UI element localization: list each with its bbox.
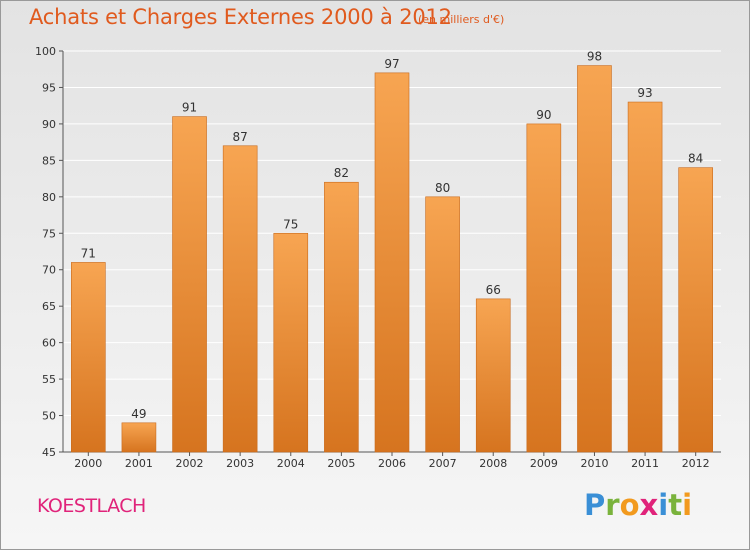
x-tick-label: 2006 <box>378 457 406 470</box>
y-tick-label: 100 <box>35 45 56 58</box>
logo-letter: r <box>605 488 620 522</box>
x-tick-label: 2012 <box>682 457 710 470</box>
data-label: 49 <box>131 407 146 421</box>
bar <box>71 262 106 453</box>
y-tick-label: 70 <box>42 264 56 277</box>
data-label: 66 <box>486 283 501 297</box>
y-tick-label: 45 <box>42 446 56 459</box>
y-tick-label: 95 <box>42 81 56 94</box>
x-tick-label: 2001 <box>125 457 153 470</box>
logo-letter: t <box>668 488 683 522</box>
y-tick-label: 75 <box>42 227 56 240</box>
logo-letter: x <box>639 488 659 522</box>
y-tick-labels: 45 50 55 60 65 70 75 80 85 90 95 100 <box>35 45 56 459</box>
logo-letter: P <box>584 488 606 522</box>
bar <box>273 232 309 453</box>
bar <box>172 116 207 453</box>
chart-subtitle: (en milliers d'€) <box>418 13 505 26</box>
logo-letter: i <box>682 488 693 522</box>
data-label: 84 <box>688 152 703 166</box>
x-tick-label: 2002 <box>176 457 204 470</box>
data-label: 71 <box>81 246 96 260</box>
data-label: 82 <box>334 166 349 180</box>
x-tick-label: 2009 <box>530 457 558 470</box>
data-label: 75 <box>283 217 298 231</box>
x-tick-label: 2007 <box>429 457 457 470</box>
proxiti-logo[interactable]: Proxiti <box>584 488 692 522</box>
bar <box>526 123 562 453</box>
y-tick-label: 85 <box>42 154 56 167</box>
bar <box>374 72 410 453</box>
y-tick-label: 60 <box>42 337 56 350</box>
data-label: 90 <box>536 108 551 122</box>
data-label: 87 <box>233 130 248 144</box>
data-label: 98 <box>587 50 602 64</box>
x-tick-labels: 2000 2001 2002 2003 2004 2005 2006 2007 2008 2009… <box>74 457 709 470</box>
logo-letter: i <box>658 488 669 522</box>
bar <box>577 65 612 453</box>
data-label: 93 <box>637 86 652 100</box>
y-tick-label: 65 <box>42 300 56 313</box>
y-tick-label: 80 <box>42 191 56 204</box>
bar <box>425 196 460 453</box>
bars <box>71 65 713 453</box>
chart-title: Achats et Charges Externes 2000 à 2012 <box>29 5 452 29</box>
x-tick-label: 2005 <box>327 457 355 470</box>
x-tick-label: 2004 <box>277 457 305 470</box>
bar <box>222 145 258 453</box>
bar <box>627 101 663 453</box>
data-label: 91 <box>182 101 197 115</box>
data-label: 97 <box>384 57 399 71</box>
x-tick-label: 2003 <box>226 457 254 470</box>
bar <box>678 167 713 453</box>
place-name: KOESTLACH <box>37 495 146 517</box>
data-label: 80 <box>435 181 450 195</box>
x-tick-label: 2011 <box>631 457 659 470</box>
x-tick-label: 2000 <box>74 457 102 470</box>
bar <box>324 181 359 453</box>
x-tick-label: 2010 <box>580 457 608 470</box>
y-tick-label: 55 <box>42 373 56 386</box>
bar <box>475 298 511 453</box>
bar <box>121 422 157 453</box>
x-tick-label: 2008 <box>479 457 507 470</box>
data-labels: 71 49 91 87 75 82 97 80 66 90 98 93 84 <box>81 50 704 421</box>
y-tick-label: 90 <box>42 118 56 131</box>
y-tick-label: 50 <box>42 410 56 423</box>
logo-letter: o <box>619 488 640 522</box>
